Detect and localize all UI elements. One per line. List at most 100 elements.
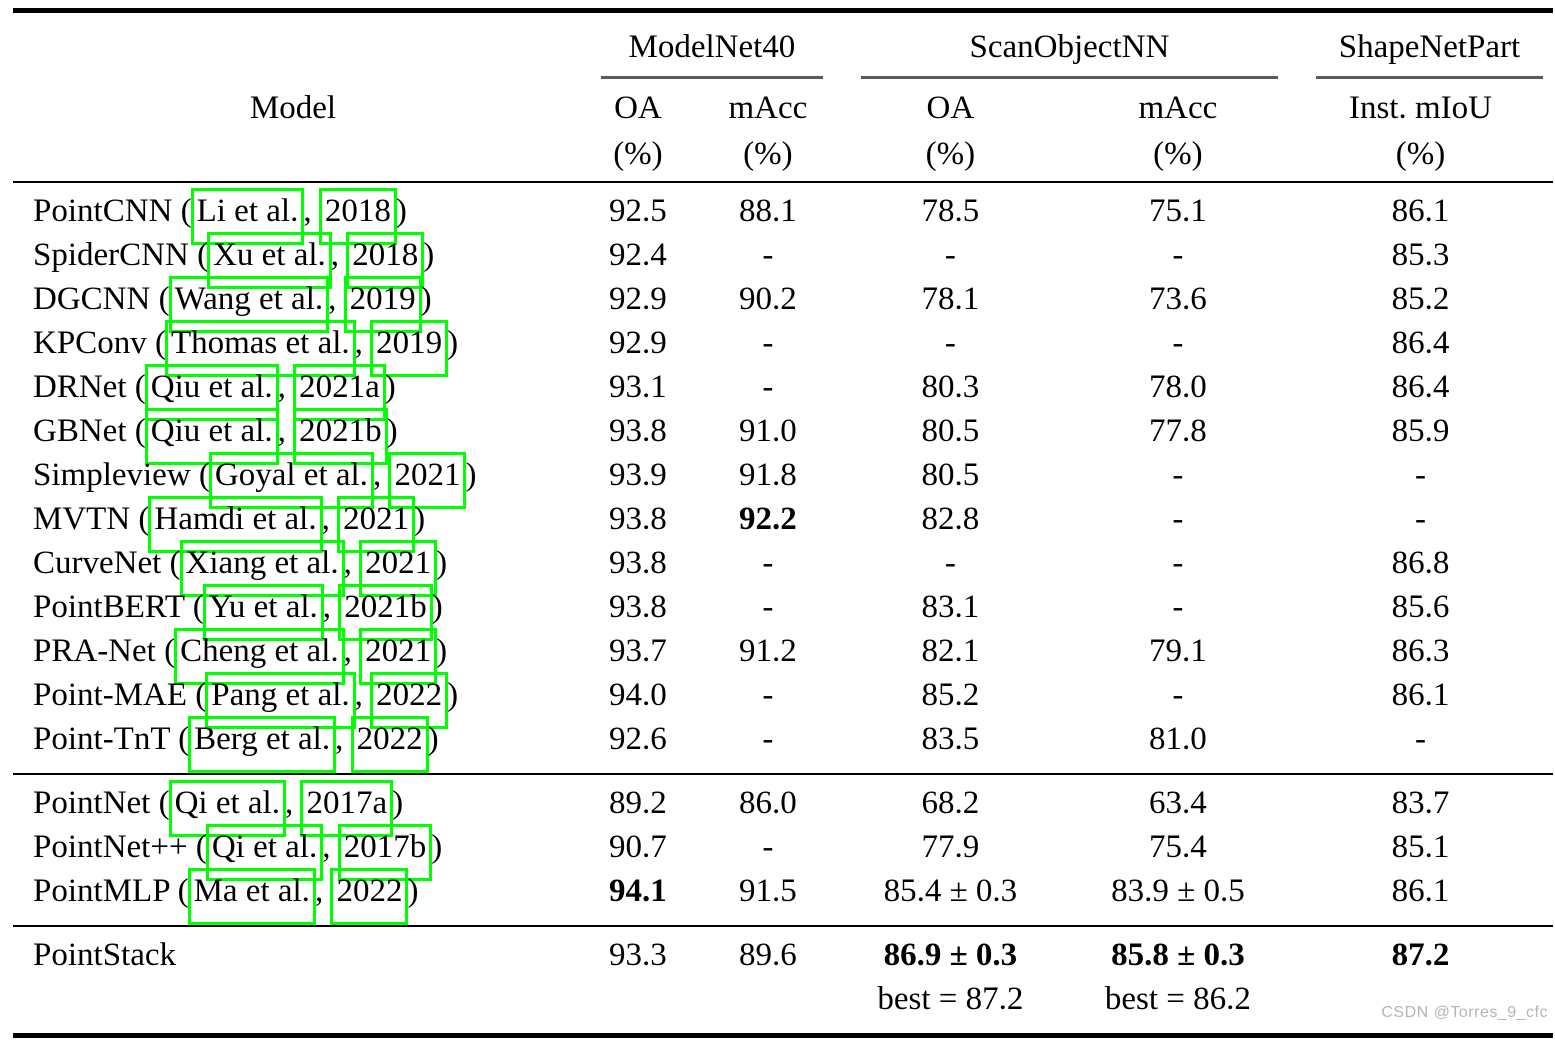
table-row: PointNet (Qi et al., 2017a) 89.2 86.0 68.2 6…	[13, 773, 1553, 837]
citation-year-link[interactable]: 2021	[359, 540, 438, 597]
citation-author-link[interactable]: Qi et al.	[205, 824, 324, 881]
value-cell: 75.4	[1149, 829, 1207, 865]
value-cell: -	[1172, 677, 1184, 713]
citation-year-link[interactable]: 2022	[330, 868, 409, 925]
value-cell: 90.7	[609, 829, 667, 865]
value-cell: 86.1	[1391, 873, 1450, 909]
benchmark-results-table: Model ModelNet40 ScanObjectNN ShapeNetPa…	[13, 8, 1553, 1038]
value-cell: 86.4	[1391, 325, 1450, 361]
citation-author-link[interactable]: Hamdi et al.	[148, 496, 323, 553]
citation-year-link[interactable]: 2022	[370, 672, 449, 729]
value-cell: 86.1	[1391, 193, 1450, 229]
value-cell: 83.1	[921, 589, 980, 625]
col-header-mn40-oa: OA (%)	[572, 79, 703, 183]
value-cell: -	[762, 325, 774, 361]
citation-author-link[interactable]: Wang et al.	[168, 276, 330, 333]
citation-year-link[interactable]: 2018	[346, 232, 425, 289]
citation-author-link[interactable]: Yu et al.	[202, 584, 324, 641]
section-prior-methods: PointCNN (Li et al., 2018) 92.5 88.1 78.5 75…	[13, 182, 1553, 774]
citation-year-link[interactable]: 2019	[370, 320, 449, 377]
value-cell: 68.2	[832, 773, 1068, 825]
value-cell: -	[762, 677, 774, 713]
citation-author-link[interactable]: Xu et al.	[207, 232, 332, 289]
citation-author-link[interactable]: Thomas et al.	[164, 320, 356, 377]
value-cell: 88.1	[739, 193, 797, 229]
group-label-scanobjectnn: ScanObjectNN	[860, 31, 1278, 79]
value-cell: 81.0	[1149, 721, 1207, 757]
table-row: DRNet (Qiu et al., 2021a) 93.1 - 80.3 78.0 86…	[13, 364, 1553, 421]
value-cell: 86.3	[1391, 633, 1450, 669]
value-cell: 78.0	[1149, 369, 1207, 405]
value-cell: 91.5	[739, 873, 797, 909]
citation-year-link[interactable]: 2019	[343, 276, 422, 333]
value-cell: 89.6	[702, 925, 833, 1036]
table-row: Point-TnT (Berg et al., 2022) 92.6 - 83.5 81…	[13, 716, 1553, 774]
model-name-cell: PointCNN (Li et al., 2018)	[13, 182, 573, 245]
model-name-cell: Simpleview (Goyal et al., 2021)	[13, 452, 573, 509]
value-cell: 85.9	[1391, 413, 1450, 449]
best-score-subline: best = 86.2	[1104, 981, 1251, 1017]
value-cell: 85.6	[1391, 589, 1450, 625]
model-name-cell: PointNet++ (Qi et al., 2017b)	[13, 824, 573, 881]
value-cell: 80.5	[921, 457, 980, 493]
model-name-cell: PointNet (Qi et al., 2017a)	[13, 773, 573, 837]
citation-author-link[interactable]: Goyal et al.	[208, 452, 374, 509]
value-cell: 87.2	[1287, 925, 1553, 1036]
value-cell: 82.1	[921, 633, 980, 669]
value-cell: -	[1414, 501, 1426, 537]
table-row: SpiderCNN (Xu et al., 2018) 92.4 - - - 85.3	[13, 232, 1553, 289]
value-cell: 93.8	[609, 501, 667, 537]
col-header-mn40-macc: mAcc (%)	[702, 79, 833, 183]
value-cell: 85.8 ± 0.3 best = 86.2	[1067, 925, 1288, 1036]
model-name-cell: DRNet (Qiu et al., 2021a)	[13, 364, 573, 421]
value-cell: 83.9 ± 0.5	[1111, 873, 1245, 909]
citation-year-link[interactable]: 2021b	[293, 408, 388, 465]
citation-author-link[interactable]: Li et al.	[190, 188, 305, 245]
citation-author-link[interactable]: Berg et al.	[188, 716, 337, 773]
value-cell: 75.1	[1149, 193, 1207, 229]
value-cell: 83.7	[1287, 773, 1553, 825]
citation-year-link[interactable]: 2018	[318, 188, 397, 245]
citation-author-link[interactable]: Ma et al.	[187, 868, 316, 925]
group-modelnet40: ModelNet40	[573, 11, 833, 79]
model-name-cell: KPConv (Thomas et al., 2019)	[13, 320, 573, 377]
value-cell: -	[1172, 501, 1184, 537]
value-cell: 93.9	[609, 457, 667, 493]
value-cell: -	[762, 589, 774, 625]
citation-author-link[interactable]: Qiu et al.	[144, 408, 279, 465]
citation-year-link[interactable]: 2021b	[338, 584, 433, 641]
citation-author-link[interactable]: Pang et al.	[205, 672, 356, 729]
value-cell: -	[1172, 545, 1184, 581]
citation-author-link[interactable]: Cheng et al.	[174, 628, 345, 685]
citation-author-link[interactable]: Qi et al.	[168, 780, 286, 837]
model-name-cell: CurveNet (Xiang et al., 2021)	[13, 540, 573, 597]
value-cell: 85.1	[1391, 829, 1450, 865]
value-cell: -	[762, 829, 774, 865]
model-name-cell: PointStack	[13, 925, 573, 1036]
value-cell: 94.0	[609, 677, 667, 713]
table-row: CurveNet (Xiang et al., 2021) 93.8 - - - 86.8	[13, 540, 1553, 597]
value-cell: 92.5	[609, 193, 667, 229]
value-cell: 83.5	[921, 721, 980, 757]
table-row: Simpleview (Goyal et al., 2021) 93.9 91.8 8…	[13, 452, 1553, 509]
citation-year-link[interactable]: 2017a	[300, 780, 394, 837]
value-cell: -	[1414, 457, 1426, 493]
citation-year-link[interactable]: 2022	[350, 716, 429, 773]
value-cell: 85.4 ± 0.3	[883, 873, 1018, 909]
citation-author-link[interactable]: Qiu et al.	[144, 364, 279, 421]
value-cell: 80.5	[921, 413, 980, 449]
citation-year-link[interactable]: 2021	[359, 628, 438, 685]
table-row: Point-MAE (Pang et al., 2022) 94.0 - 85.2 - 8…	[13, 672, 1553, 729]
value-cell: 92.6	[609, 721, 667, 757]
citation-year-link[interactable]: 2017b	[337, 824, 433, 881]
citation-year-link[interactable]: 2021	[337, 496, 416, 553]
citation-year-link[interactable]: 2021a	[293, 364, 386, 421]
group-label-shapenetpart: ShapeNetPart	[1315, 31, 1543, 79]
citation-author-link[interactable]: Xiang et al.	[179, 540, 345, 597]
value-cell: 79.1	[1149, 633, 1207, 669]
value-cell: -	[944, 325, 956, 361]
citation-year-link[interactable]: 2021	[388, 452, 467, 509]
table-row: PRA-Net (Cheng et al., 2021) 93.7 91.2 82.1…	[13, 628, 1553, 685]
value-cell: 92.2	[739, 501, 797, 537]
